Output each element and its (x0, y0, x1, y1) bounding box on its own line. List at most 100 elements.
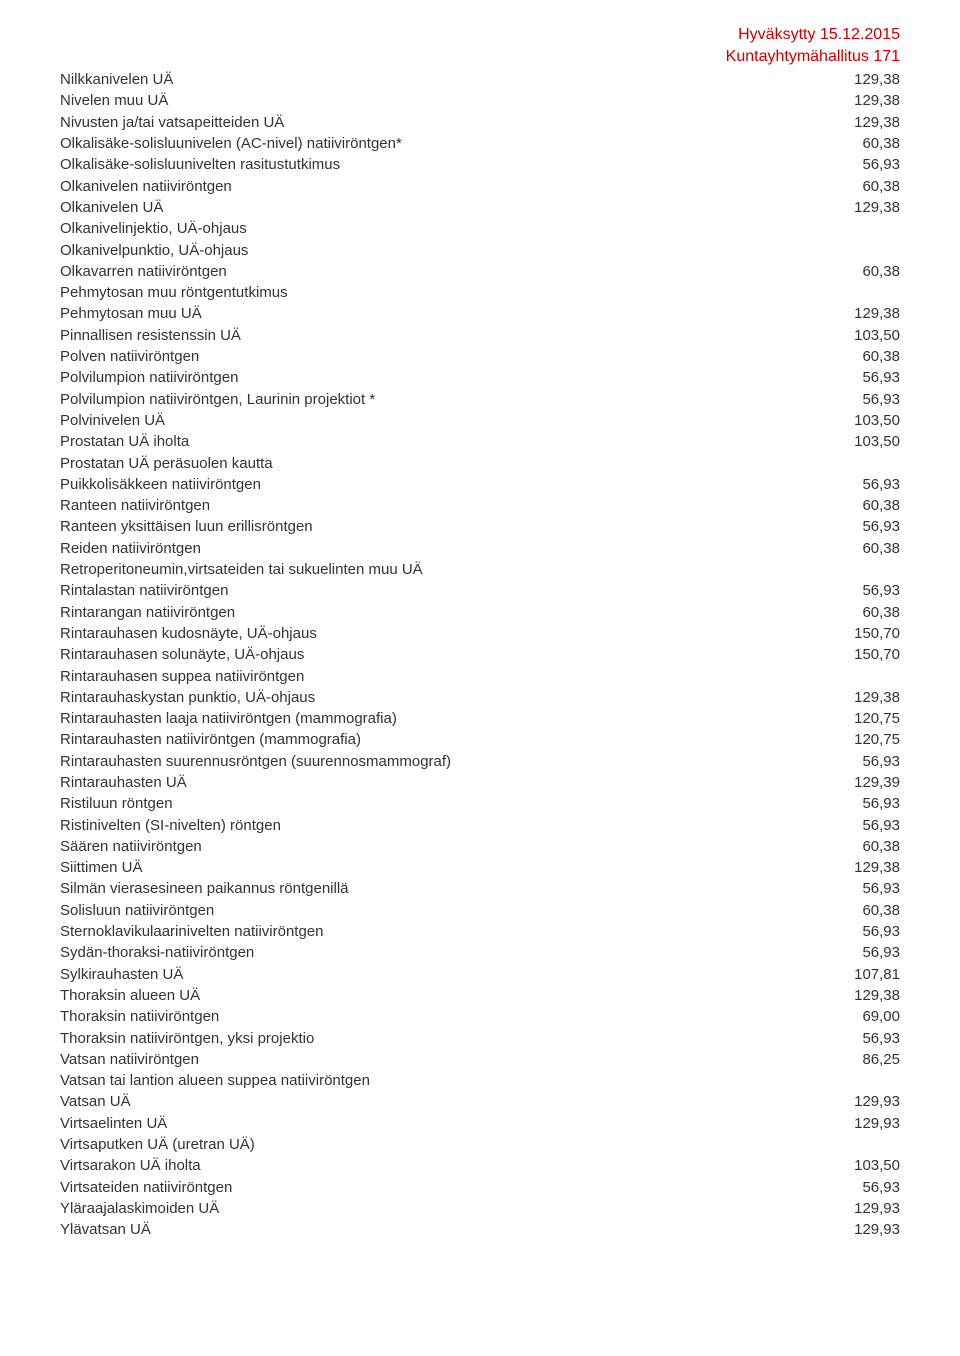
price-list: Nilkkanivelen UÄ129,38Nivelen muu UÄ129,… (60, 69, 900, 1240)
price-row: Ylävatsan UÄ129,93 (60, 1219, 900, 1240)
price-row-value: 129,38 (810, 197, 900, 218)
price-row: Polvilumpion natiiviröntgen56,93 (60, 367, 900, 388)
price-row-label: Olkanivelinjektio, UÄ-ohjaus (60, 218, 810, 239)
price-row: Pehmytosan muu UÄ129,38 (60, 303, 900, 324)
price-row: Vatsan UÄ129,93 (60, 1091, 900, 1112)
price-row: Rintarauhasten natiiviröntgen (mammograf… (60, 729, 900, 750)
price-row: Rintarangan natiiviröntgen60,38 (60, 602, 900, 623)
price-row-value: 129,38 (810, 90, 900, 111)
price-row: Nilkkanivelen UÄ129,38 (60, 69, 900, 90)
price-row-label: Olkavarren natiiviröntgen (60, 261, 810, 282)
price-row: Ranteen yksittäisen luun erillisröntgen5… (60, 516, 900, 537)
price-row-label: Siittimen UÄ (60, 857, 810, 878)
price-row-value: 129,38 (810, 687, 900, 708)
price-row: Virtsarakon UÄ iholta103,50 (60, 1155, 900, 1176)
price-row-value: 56,93 (810, 793, 900, 814)
price-row: Vatsan tai lantion alueen suppea natiivi… (60, 1070, 900, 1091)
price-row-value: 56,93 (810, 389, 900, 410)
price-row: Sternoklavikulaarinivelten natiiviröntge… (60, 921, 900, 942)
price-row-label: Polvilumpion natiiviröntgen, Laurinin pr… (60, 389, 810, 410)
price-row-value: 56,93 (810, 154, 900, 175)
price-row-value: 56,93 (810, 815, 900, 836)
price-row: Polvinivelen UÄ103,50 (60, 410, 900, 431)
price-row-value: 60,38 (810, 602, 900, 623)
price-row: Pinnallisen resistenssin UÄ103,50 (60, 325, 900, 346)
price-row-label: Reiden natiiviröntgen (60, 538, 810, 559)
document-header: Hyväksytty 15.12.2015 Kuntayhtymähallitu… (60, 24, 900, 67)
price-row: Olkalisäke-solisluunivelen (AC-nivel) na… (60, 133, 900, 154)
price-row: Ristiluun röntgen56,93 (60, 793, 900, 814)
price-row-label: Rintarauhasten natiiviröntgen (mammograf… (60, 729, 810, 750)
price-row-label: Thoraksin alueen UÄ (60, 985, 810, 1006)
price-row-label: Rintalastan natiiviröntgen (60, 580, 810, 601)
price-row-label: Yläraajalaskimoiden UÄ (60, 1198, 810, 1219)
price-row-value: 103,50 (810, 410, 900, 431)
price-row-value: 150,70 (810, 644, 900, 665)
price-row: Olkanivelpunktio, UÄ-ohjaus (60, 240, 900, 261)
price-row: Nivelen muu UÄ129,38 (60, 90, 900, 111)
price-row-label: Olkanivelpunktio, UÄ-ohjaus (60, 240, 810, 261)
price-row-label: Rintarauhasten laaja natiiviröntgen (mam… (60, 708, 810, 729)
price-row-label: Nivusten ja/tai vatsapeitteiden UÄ (60, 112, 810, 133)
price-row-value: 56,93 (810, 367, 900, 388)
price-row: Rintalastan natiiviröntgen56,93 (60, 580, 900, 601)
price-row-value: 150,70 (810, 623, 900, 644)
price-row: Thoraksin natiiviröntgen, yksi projektio… (60, 1028, 900, 1049)
price-row: Olkanivelen UÄ129,38 (60, 197, 900, 218)
price-row-label: Sternoklavikulaarinivelten natiiviröntge… (60, 921, 810, 942)
price-row-value: 129,93 (810, 1198, 900, 1219)
price-row-value: 60,38 (810, 133, 900, 154)
price-row-label: Polven natiiviröntgen (60, 346, 810, 367)
price-row-value: 129,38 (810, 112, 900, 133)
price-row-value: 129,93 (810, 1219, 900, 1240)
price-row-value: 60,38 (810, 495, 900, 516)
price-row-value: 129,38 (810, 857, 900, 878)
price-row-value: 56,93 (810, 516, 900, 537)
price-row-value: 60,38 (810, 538, 900, 559)
price-row: Ranteen natiiviröntgen60,38 (60, 495, 900, 516)
price-row-label: Polvilumpion natiiviröntgen (60, 367, 810, 388)
price-row-value: 103,50 (810, 1155, 900, 1176)
price-row: Puikkolisäkkeen natiiviröntgen56,93 (60, 474, 900, 495)
price-row-label: Prostatan UÄ iholta (60, 431, 810, 452)
price-row-label: Pehmytosan muu UÄ (60, 303, 810, 324)
price-row: Prostatan UÄ peräsuolen kautta (60, 453, 900, 474)
price-row-value: 86,25 (810, 1049, 900, 1070)
price-row: Pehmytosan muu röntgentutkimus (60, 282, 900, 303)
price-row-value: 120,75 (810, 708, 900, 729)
price-row-value: 129,38 (810, 69, 900, 90)
price-row: Thoraksin natiiviröntgen69,00 (60, 1006, 900, 1027)
price-row-label: Rintarauhasen solunäyte, UÄ-ohjaus (60, 644, 810, 665)
price-row: Rintarauhasten laaja natiiviröntgen (mam… (60, 708, 900, 729)
price-row-label: Olkanivelen UÄ (60, 197, 810, 218)
price-row-label: Rintarangan natiiviröntgen (60, 602, 810, 623)
price-row-value: 56,93 (810, 580, 900, 601)
header-line-2: Kuntayhtymähallitus 171 (60, 46, 900, 68)
price-row-label: Ristinivelten (SI-nivelten) röntgen (60, 815, 810, 836)
price-row: Silmän vierasesineen paikannus röntgenil… (60, 878, 900, 899)
price-row-value: 56,93 (810, 1177, 900, 1198)
price-row: Nivusten ja/tai vatsapeitteiden UÄ129,38 (60, 112, 900, 133)
price-row-label: Olkanivelen natiiviröntgen (60, 176, 810, 197)
price-row: Reiden natiiviröntgen60,38 (60, 538, 900, 559)
price-row: Rintarauhasen suppea natiiviröntgen (60, 666, 900, 687)
price-row-label: Sydän-thoraksi-natiiviröntgen (60, 942, 810, 963)
price-row-value: 103,50 (810, 325, 900, 346)
price-row-value: 129,39 (810, 772, 900, 793)
price-row: Ristinivelten (SI-nivelten) röntgen56,93 (60, 815, 900, 836)
price-row-label: Sylkirauhasten UÄ (60, 964, 810, 985)
price-row-value: 120,75 (810, 729, 900, 750)
price-row-label: Ranteen yksittäisen luun erillisröntgen (60, 516, 810, 537)
price-row-label: Prostatan UÄ peräsuolen kautta (60, 453, 810, 474)
price-row-value: 60,38 (810, 176, 900, 197)
header-line-1: Hyväksytty 15.12.2015 (60, 24, 900, 46)
price-row-label: Puikkolisäkkeen natiiviröntgen (60, 474, 810, 495)
price-row-label: Vatsan natiiviröntgen (60, 1049, 810, 1070)
price-row-label: Nivelen muu UÄ (60, 90, 810, 111)
price-row: Rintarauhasten suurennusröntgen (suurenn… (60, 751, 900, 772)
price-row-label: Olkalisäke-solisluunivelen (AC-nivel) na… (60, 133, 810, 154)
price-row: Sydän-thoraksi-natiiviröntgen56,93 (60, 942, 900, 963)
price-row-label: Rintarauhasten suurennusröntgen (suurenn… (60, 751, 810, 772)
price-row: Virtsaelinten UÄ129,93 (60, 1113, 900, 1134)
price-row-value: 56,93 (810, 878, 900, 899)
